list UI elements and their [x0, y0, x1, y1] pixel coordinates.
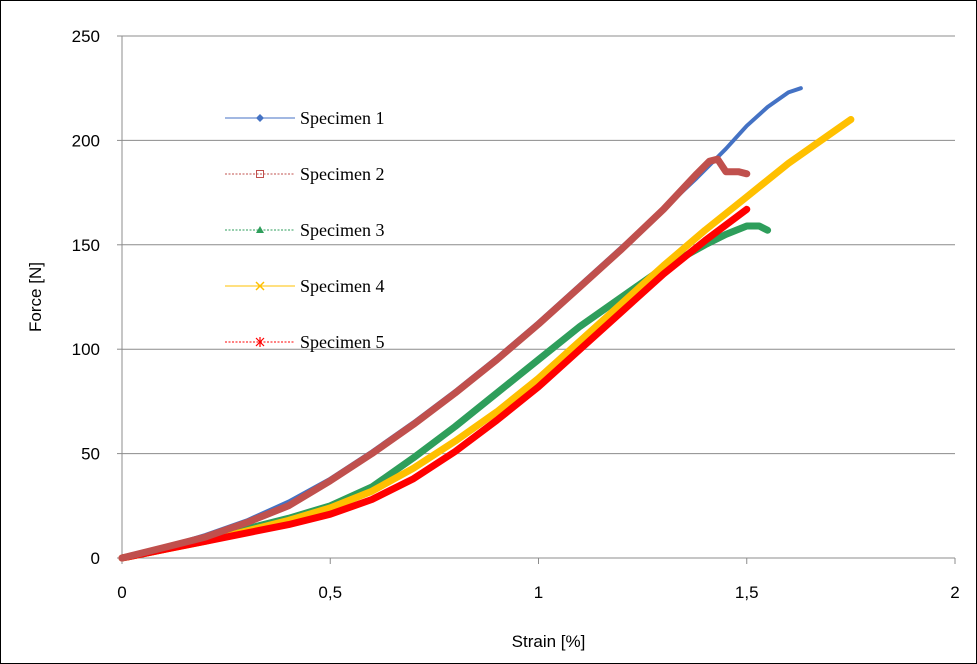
x-tick-label: 2 [950, 583, 959, 602]
legend-label: Specimen 5 [300, 332, 384, 352]
axes: 0 50 100 150 200 250 0 0,5 1 1,5 2 [72, 27, 960, 602]
x-tick-label: 1 [534, 583, 543, 602]
legend-marker [255, 281, 265, 291]
series-line-specimen-1 [120, 86, 803, 560]
legend-marker [255, 337, 265, 347]
y-axis-title: Force [N] [26, 262, 45, 332]
legend-item-specimen-2: Specimen 2 [225, 164, 384, 184]
legend-label: Specimen 2 [300, 164, 384, 184]
x-tick-label: 0,5 [318, 583, 342, 602]
series-line-specimen-3 [118, 222, 772, 562]
y-tick-label: 150 [72, 236, 100, 255]
y-tick-label: 100 [72, 340, 100, 359]
legend-item-specimen-5: Specimen 5 [225, 332, 384, 352]
legend-item-specimen-3: Specimen 3 [225, 220, 384, 240]
y-tick-label: 0 [91, 549, 100, 568]
series-line-specimen-4 [118, 116, 855, 562]
y-tick-label: 50 [81, 445, 100, 464]
legend-item-specimen-4: Specimen 4 [225, 276, 384, 296]
series-line-specimen-5 [118, 205, 751, 562]
legend-marker [256, 226, 264, 233]
gridlines [122, 35, 955, 559]
legend-label: Specimen 4 [300, 276, 384, 296]
y-tick-label: 250 [72, 27, 100, 46]
legend-marker [256, 114, 264, 122]
y-tick-label: 200 [72, 131, 100, 150]
legend-label: Specimen 3 [300, 220, 384, 240]
series-line-specimen-2 [118, 155, 751, 562]
x-tick-label: 0 [117, 583, 126, 602]
x-axis-title: Strain [%] [512, 632, 586, 651]
legend-marker [256, 170, 264, 178]
x-tick-label: 1,5 [735, 583, 759, 602]
legend-label: Specimen 1 [300, 108, 384, 128]
legend-item-specimen-1: Specimen 1 [225, 108, 384, 128]
legend: Specimen 1 Specimen 2 Specimen 3 Specimen 4… [225, 108, 384, 352]
series-lines [118, 86, 855, 562]
